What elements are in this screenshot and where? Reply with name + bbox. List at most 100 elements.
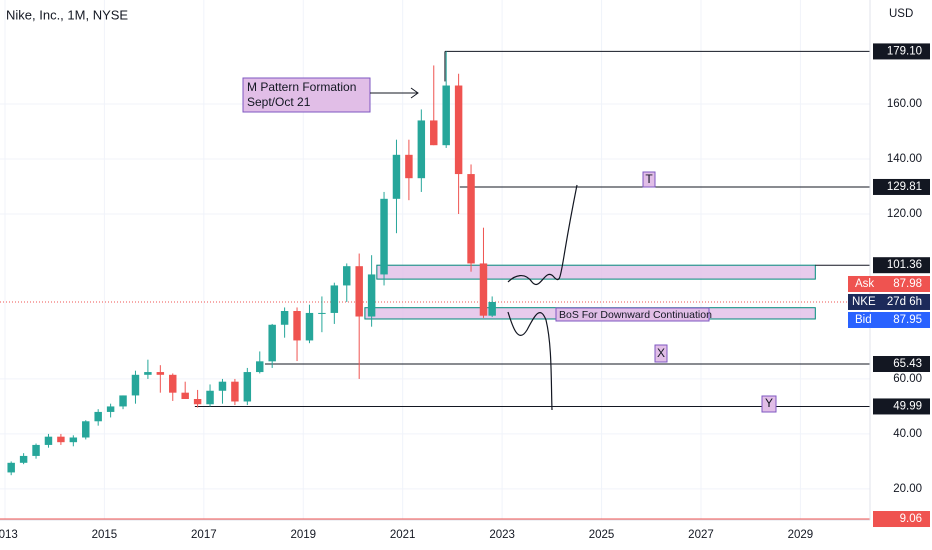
y-tick-label: 160.00 — [887, 98, 922, 110]
candle-body — [442, 85, 450, 146]
y-tick-label: 140.00 — [887, 153, 922, 165]
annotation: T — [645, 172, 653, 186]
level-bg — [873, 43, 930, 60]
level-box: 129.81 — [873, 178, 930, 195]
candle-body — [268, 324, 276, 362]
candle-body — [69, 437, 78, 443]
candle-body — [106, 406, 115, 412]
ask-bg — [848, 275, 930, 292]
candle-body — [256, 361, 264, 373]
annotation: BoS For Downward Continuation — [559, 309, 712, 321]
annotation-box — [761, 395, 777, 413]
candle-body — [367, 274, 376, 317]
annotation: M Pattern Formation — [247, 80, 356, 94]
candle-body — [231, 381, 239, 402]
y-tick-label: 20.00 — [893, 483, 922, 495]
candle-body — [94, 411, 102, 422]
candle-body — [193, 399, 202, 405]
annotation: Y — [765, 396, 773, 410]
x-tick-label: 2013 — [0, 529, 18, 541]
candle-body — [479, 263, 488, 316]
x-tick-label: 2025 — [589, 529, 615, 541]
projection-curve — [507, 311, 553, 411]
level-label: 65.43 — [893, 358, 922, 370]
candle-body — [169, 374, 177, 393]
ask-box: Ask 87.98 — [848, 275, 930, 292]
candle-body — [32, 444, 40, 456]
level-box: 65.43 — [873, 356, 930, 372]
x-tick-label: 2015 — [92, 529, 118, 541]
candle-body — [218, 381, 227, 391]
level-label: 179.10 — [887, 45, 922, 57]
candle-body — [488, 301, 496, 316]
projection-curve — [507, 184, 578, 285]
candle-body — [318, 312, 326, 314]
annotation-box — [642, 171, 656, 188]
alert-box: 9.06 — [873, 511, 930, 528]
bid-name: Bid — [855, 314, 872, 326]
annotation: Sept/Oct 21 — [247, 95, 311, 109]
candle-body — [181, 392, 189, 400]
y-tick-label: 60.00 — [893, 373, 922, 385]
candle-body — [417, 120, 426, 179]
candle-body — [44, 436, 53, 445]
candle-body — [343, 266, 351, 286]
x-tick-label: 2017 — [191, 529, 217, 541]
candle-body — [131, 374, 140, 396]
level-label: 101.36 — [887, 259, 922, 271]
currency: USD — [889, 8, 913, 20]
candle-body — [430, 120, 438, 146]
ask-name: Ask — [855, 278, 874, 290]
annotation-box — [242, 77, 371, 113]
candle-body — [454, 85, 463, 175]
level-box: 101.36 — [873, 257, 930, 274]
chart-title: Nike, Inc., 1M, NYSE — [6, 7, 128, 22]
candle-body — [19, 455, 28, 463]
bid-box: Bid 87.95 — [848, 311, 930, 328]
arrow-head — [410, 87, 419, 99]
level-bg — [873, 257, 930, 274]
level-box: 179.10 — [873, 43, 930, 60]
candle-body — [144, 372, 152, 375]
x-tick-label: 2023 — [489, 529, 515, 541]
candle-body — [305, 312, 314, 341]
candle-body — [280, 311, 289, 325]
x-tick-label: 2019 — [290, 529, 316, 541]
y-tick-label: 40.00 — [893, 428, 922, 440]
symbol-box: NKE 27d 6h — [848, 293, 930, 310]
x-tick-label: 2021 — [390, 529, 416, 541]
ask-price: 87.98 — [893, 278, 922, 290]
candle-body — [380, 198, 388, 275]
level-bg — [873, 398, 930, 415]
alert-label: 9.06 — [900, 513, 922, 525]
countdown: 27d 6h — [887, 296, 922, 308]
bid-price: 87.95 — [893, 314, 922, 326]
bid-bg — [848, 311, 930, 328]
symbol-name: NKE — [852, 296, 876, 308]
level-bg — [873, 178, 930, 195]
y-tick-label: 120.00 — [887, 208, 922, 220]
level-box: 49.99 — [873, 398, 930, 415]
zone — [376, 264, 816, 280]
candle-body — [293, 311, 301, 341]
level-bg — [873, 356, 930, 372]
candle-body — [82, 421, 90, 438]
candle-body — [355, 266, 363, 317]
candle-body — [330, 285, 339, 313]
candle-body — [392, 154, 401, 199]
alert-bg — [873, 511, 930, 528]
candle-body — [467, 174, 475, 264]
candle-body — [7, 462, 15, 473]
symbol-bg — [848, 293, 930, 310]
annotation-box — [654, 344, 668, 363]
candle-body — [206, 390, 214, 405]
plot — [0, 0, 870, 520]
candle-body — [156, 372, 165, 375]
annotation-box — [555, 307, 710, 322]
level-label: 49.99 — [893, 400, 922, 412]
candle-body — [243, 372, 252, 402]
x-tick-label: 2029 — [788, 529, 814, 541]
candle-body — [57, 436, 65, 443]
candle-body — [119, 395, 127, 407]
